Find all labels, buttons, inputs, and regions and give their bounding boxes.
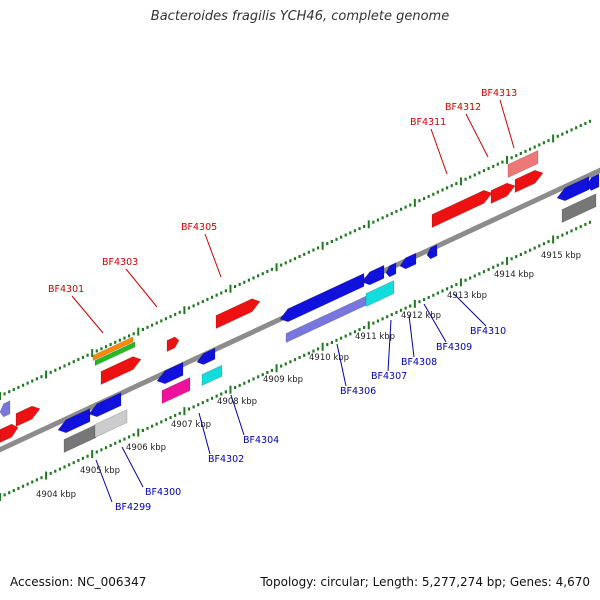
gene-label-bf4312: BF4312 (445, 102, 481, 113)
gene-label-bf4301: BF4301 (48, 284, 84, 295)
leader-line-bf4305 (204, 233, 222, 278)
leader-line-bf4313 (499, 99, 515, 149)
leader-line-bf4307 (387, 319, 392, 372)
scale-label-4904-kbp: 4904 kbp (36, 490, 76, 500)
gene-feature-gray (561, 193, 597, 223)
gene-label-bf4302: BF4302 (208, 454, 244, 465)
gene-label-bf4309: BF4309 (436, 342, 472, 353)
gene-label-bf4308: BF4308 (401, 357, 437, 368)
scale-label-4905-kbp: 4905 kbp (80, 466, 120, 476)
leader-line-bf4301 (71, 295, 104, 334)
gene-feature-blue (57, 408, 91, 434)
gene-feature-red (431, 189, 493, 228)
leader-line-bf4300 (121, 446, 144, 488)
leader-line-bf4308 (408, 314, 415, 358)
leader-line-bf4299 (95, 459, 113, 503)
gene-feature-blue (279, 272, 365, 323)
gene-feature-red (490, 182, 516, 204)
gene-feature-blue (385, 262, 397, 278)
leader-line-bf4306 (336, 343, 347, 387)
gene-feature-blue (556, 176, 590, 202)
scale-label-4915-kbp: 4915 kbp (541, 251, 581, 261)
gene-feature-lavender (0, 400, 11, 418)
gene-feature-blue (88, 392, 122, 418)
gene-label-bf4305: BF4305 (181, 222, 217, 233)
gene-label-bf4306: BF4306 (340, 386, 376, 397)
gene-feature-red (514, 169, 544, 193)
scale-labels: 4904 kbp 4905 kbp 4906 kbp 4907 kbp 4908 kbp… (36, 251, 581, 500)
map-title: Bacteroides fragilis YCH46, complete gen… (150, 9, 450, 24)
gene-feature-blue (426, 244, 438, 260)
gene-feature-light-red (507, 150, 539, 178)
gene-feature-red (15, 405, 41, 427)
gene-feature-cyan (201, 364, 223, 386)
gene-label-bf4310: BF4310 (470, 326, 506, 337)
leader-line-bf4309 (423, 303, 447, 343)
top-tick-row (0, 119, 592, 400)
leader-line-bf4302 (198, 412, 211, 455)
gene-label-bf4300: BF4300 (145, 487, 181, 498)
gene-feature-light-gray (94, 409, 128, 438)
gene-label-bf4303: BF4303 (102, 257, 138, 268)
gene-feature-red (166, 336, 180, 352)
gene-feature-red (215, 298, 261, 329)
scale-label-4908-kbp: 4908 kbp (217, 397, 257, 407)
scale-label-4910-kbp: 4910 kbp (309, 353, 349, 363)
label-leader-lines (71, 99, 515, 503)
gene-feature-orange (92, 336, 134, 361)
gene-feature-pink (161, 377, 191, 404)
gene-label-bf4299: BF4299 (115, 502, 151, 513)
scale-label-4913-kbp: 4913 kbp (447, 291, 487, 301)
gene-label-bf4304: BF4304 (243, 435, 279, 446)
gene-feature-blue (399, 252, 417, 270)
scale-label-4906-kbp: 4906 kbp (126, 443, 166, 453)
leader-line-bf4312 (465, 113, 489, 158)
scale-label-4909-kbp: 4909 kbp (263, 375, 303, 385)
gene-features (0, 150, 600, 453)
leader-line-bf4304 (230, 394, 245, 436)
leader-line-bf4303 (125, 268, 158, 308)
scale-label-4911-kbp: 4911 kbp (355, 332, 395, 342)
scale-label-4907-kbp: 4907 kbp (171, 420, 211, 430)
gene-feature-cyan (365, 280, 395, 307)
accession-text: Accession: NC_006347 (10, 575, 147, 589)
leader-line-bf4310 (453, 293, 487, 327)
gene-feature-gray (63, 424, 97, 453)
scale-label-4912-kbp: 4912 kbp (401, 311, 441, 321)
gene-label-bf4311: BF4311 (410, 117, 446, 128)
gene-feature-green (94, 341, 136, 366)
gene-label-bf4307: BF4307 (371, 371, 407, 382)
leader-line-bf4311 (430, 128, 448, 175)
gene-feature-blue (586, 173, 600, 191)
gene-feature-red (0, 423, 19, 443)
gene-label-bf4313: BF4313 (481, 88, 517, 99)
gene-feature-red (100, 356, 142, 385)
scale-label-4914-kbp: 4914 kbp (494, 270, 534, 280)
gene-feature-blue (361, 264, 385, 286)
bottom-tick-row (0, 220, 592, 501)
genome-summary-text: Topology: circular; Length: 5,277,274 bp… (260, 575, 590, 589)
gene-feature-blue (156, 361, 184, 385)
gene-feature-blue (196, 347, 216, 365)
